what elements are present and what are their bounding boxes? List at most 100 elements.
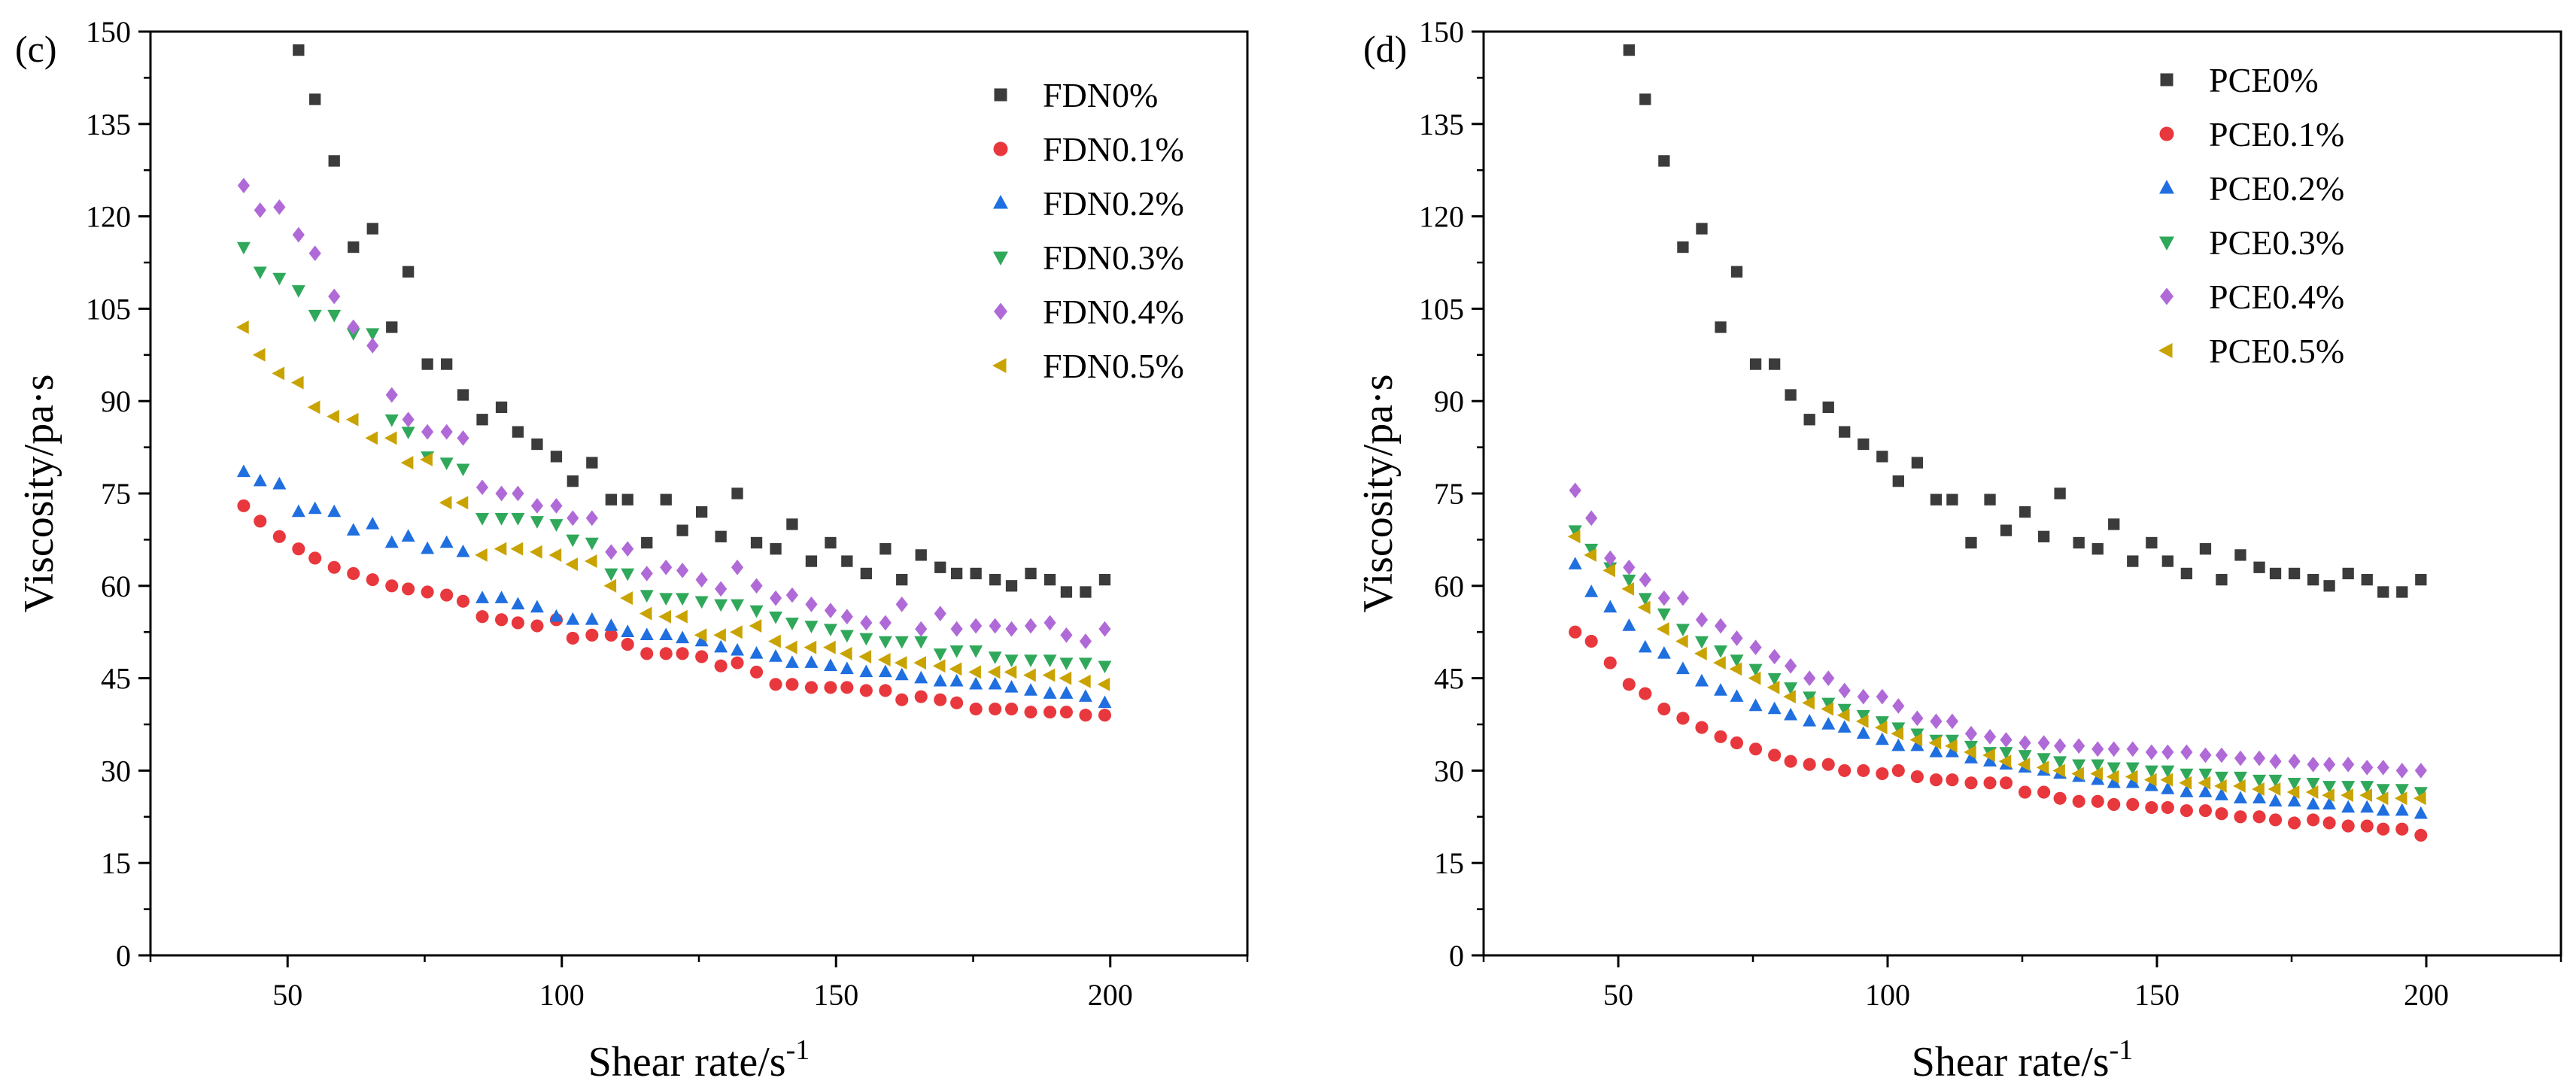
data-point <box>731 487 743 499</box>
data-point <box>823 658 837 671</box>
data-point <box>1714 730 1727 743</box>
series-PCE0% <box>1623 44 2427 598</box>
data-point <box>2307 573 2319 586</box>
data-point <box>457 430 469 446</box>
plot-frame <box>149 30 1249 957</box>
data-point <box>586 457 598 469</box>
data-point <box>1569 625 1582 639</box>
legend-label: PCE0.1% <box>2209 115 2344 153</box>
legend-label: FDN0.1% <box>1043 130 1184 169</box>
series-FDN0.3% <box>236 241 1112 674</box>
data-point <box>328 288 341 305</box>
data-point <box>949 673 964 687</box>
data-point <box>2198 785 2213 797</box>
data-point <box>2359 788 2372 803</box>
data-point <box>1059 657 1074 671</box>
data-point <box>237 178 251 194</box>
data-point <box>2126 741 2139 758</box>
data-point <box>2161 765 2175 779</box>
data-point <box>1696 223 1708 235</box>
data-point <box>550 498 563 514</box>
data-point <box>750 578 763 594</box>
y-tick-label: 135 <box>86 108 131 141</box>
data-point <box>660 559 673 575</box>
data-point <box>1857 764 1870 777</box>
legend-label: PCE0.3% <box>2209 223 2344 262</box>
data-point <box>1910 728 1924 742</box>
data-point <box>1060 627 1073 643</box>
data-point <box>769 590 782 606</box>
data-point <box>1768 648 1781 665</box>
data-point <box>804 621 819 633</box>
data-point <box>512 426 524 438</box>
data-point <box>1622 574 1636 588</box>
data-point <box>2053 756 2067 770</box>
data-point <box>511 616 524 630</box>
data-point <box>2072 759 2086 773</box>
data-point <box>2341 800 2356 813</box>
data-point <box>291 285 305 298</box>
data-point <box>2306 778 2320 791</box>
data-point <box>1656 622 1669 636</box>
legend-marker <box>2159 236 2174 250</box>
data-point <box>2161 800 2174 815</box>
data-point <box>2361 759 2374 776</box>
data-point <box>1784 707 1798 721</box>
data-point <box>749 665 764 679</box>
data-point <box>1043 706 1057 719</box>
data-point <box>2252 791 2267 803</box>
data-point <box>603 578 617 593</box>
data-point <box>1078 674 1091 688</box>
data-point <box>1729 662 1742 676</box>
data-point <box>2125 775 2140 788</box>
data-point <box>639 590 654 603</box>
data-point <box>804 681 818 694</box>
data-point <box>2395 784 2409 797</box>
data-point <box>2377 822 2390 836</box>
data-point <box>1714 645 1728 658</box>
data-point <box>785 655 799 668</box>
data-point <box>2252 750 2266 767</box>
data-point <box>456 463 470 477</box>
data-point <box>2322 781 2337 794</box>
data-point <box>1676 712 1690 725</box>
data-point <box>1714 683 1728 696</box>
legend-label: PCE0% <box>2209 61 2319 99</box>
data-point <box>1911 710 1924 727</box>
data-point <box>495 485 508 502</box>
data-point <box>1638 593 1652 606</box>
data-point <box>1097 677 1110 691</box>
chart-panel-0: 0 15 30 45 60 75 90 105 120 135 150 50 100 150 200 Shea… <box>15 15 1249 1085</box>
data-point <box>2161 782 2175 794</box>
data-point <box>1098 709 1112 722</box>
x-tick-label: 100 <box>1865 978 1910 1012</box>
data-point <box>1891 722 1906 735</box>
data-point <box>859 633 873 646</box>
data-point <box>549 609 564 622</box>
data-point <box>1928 736 1942 750</box>
data-point <box>933 648 947 661</box>
data-point <box>439 457 454 470</box>
data-point <box>1714 618 1727 634</box>
data-point <box>1004 665 1017 679</box>
data-point <box>475 548 488 562</box>
data-point <box>1567 530 1581 544</box>
y-tick-label: 45 <box>1434 662 1464 696</box>
data-point <box>694 596 709 609</box>
data-point <box>1639 687 1652 700</box>
data-point <box>1043 686 1057 699</box>
data-point <box>2253 561 2265 573</box>
legend-marker <box>993 141 1008 156</box>
data-point <box>1043 573 1056 586</box>
y-tick-label: 60 <box>101 569 131 603</box>
data-point <box>456 594 470 608</box>
data-point <box>1080 586 1092 598</box>
data-point <box>401 427 415 440</box>
data-point <box>2199 747 2212 764</box>
data-point <box>1715 321 1727 333</box>
data-point <box>2125 762 2140 776</box>
data-point <box>253 266 267 280</box>
data-point <box>1568 525 1582 539</box>
data-point <box>694 633 709 647</box>
data-point <box>494 542 507 556</box>
